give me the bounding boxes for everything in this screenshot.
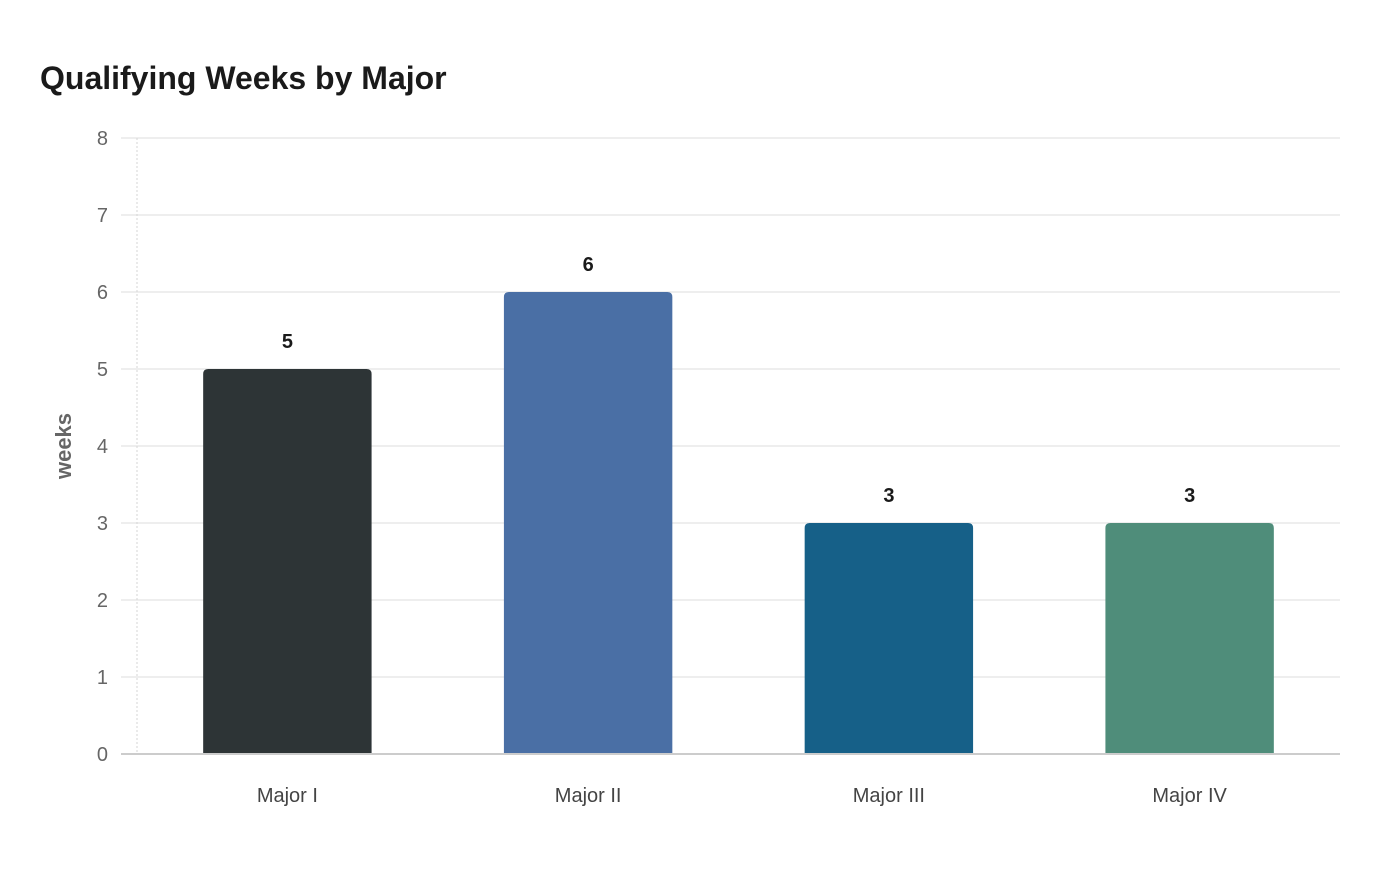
y-tick-label: 3 bbox=[97, 513, 108, 535]
y-axis-title: weeks bbox=[51, 413, 76, 480]
x-tick-label: Major I bbox=[257, 785, 318, 807]
x-tick-label: Major II bbox=[555, 785, 622, 807]
bar-value-label: 3 bbox=[1184, 485, 1195, 507]
x-tick-label: Major III bbox=[853, 785, 925, 807]
bar-value-label: 3 bbox=[883, 485, 894, 507]
bar bbox=[804, 523, 974, 753]
y-tick-label: 0 bbox=[97, 744, 108, 766]
y-tick-label: 7 bbox=[97, 205, 108, 227]
bar-value-label: 6 bbox=[583, 254, 594, 276]
y-tick-label: 4 bbox=[97, 436, 108, 458]
bars bbox=[203, 292, 1274, 753]
x-tick-label: Major IV bbox=[1152, 785, 1227, 807]
axes bbox=[121, 138, 1340, 755]
y-tick-label: 8 bbox=[97, 128, 108, 150]
bar bbox=[1105, 523, 1274, 753]
bar bbox=[203, 369, 372, 753]
chart-title: Qualifying Weeks by Major bbox=[40, 60, 447, 96]
y-tick-label: 1 bbox=[97, 667, 108, 689]
y-tick-label: 2 bbox=[97, 590, 108, 612]
labels: 0 1 2 3 4 5 6 7 8 5 Major I 6 Major II 3 Major III 3 Maj… bbox=[97, 128, 1228, 807]
y-tick-label: 5 bbox=[97, 359, 108, 381]
y-tick-label: 6 bbox=[97, 282, 108, 304]
bar-value-label: 5 bbox=[282, 331, 293, 353]
bar bbox=[503, 292, 673, 753]
